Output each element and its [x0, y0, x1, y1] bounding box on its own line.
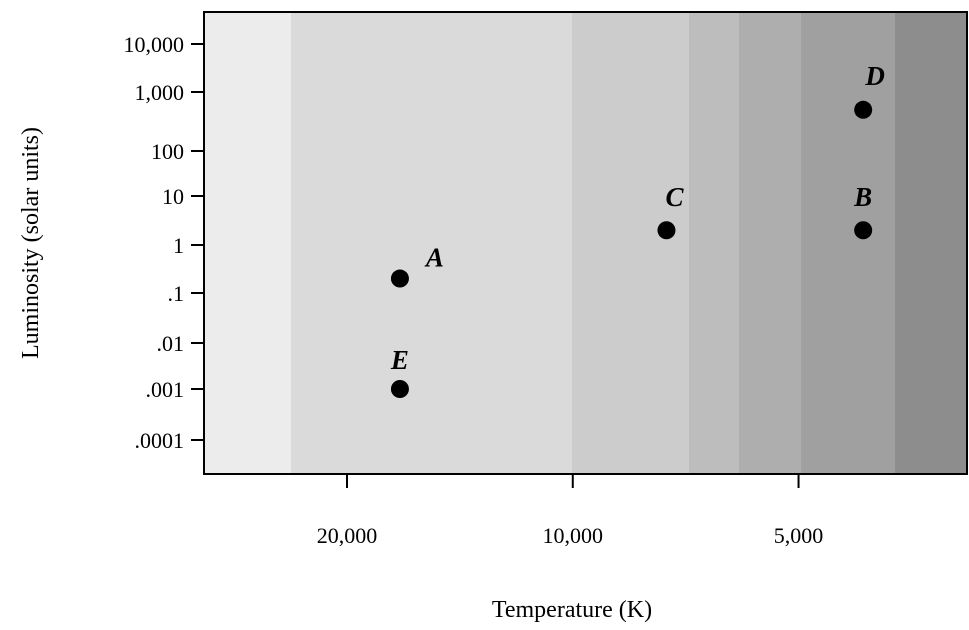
y-tick-label: .1 [168, 281, 185, 306]
y-tick-label: .001 [146, 377, 185, 402]
band-4 [689, 12, 739, 474]
point-a [390, 269, 409, 288]
band-2 [291, 12, 572, 474]
point-e [390, 380, 409, 398]
temperature-color-bands [204, 12, 967, 474]
y-tick-label: 100 [151, 139, 184, 164]
data-points: A B C D E [390, 61, 885, 398]
y-tick-label: 1 [173, 233, 184, 258]
y-tick-label: .01 [157, 331, 185, 356]
y-tick-label: 10 [162, 184, 184, 209]
point-c [657, 221, 676, 240]
x-tick-label: 20,000 [317, 523, 378, 548]
y-axis-title: Luminosity (solar units) [18, 127, 44, 359]
point-label-a: A [424, 243, 444, 273]
plot-frame [203, 11, 968, 475]
band-5 [739, 12, 801, 474]
y-axis: 10,000 1,000 100 10 1 .1 .01 .001 .0001 [124, 32, 204, 453]
x-axis: 20,000 10,000 5,000 [317, 474, 824, 548]
point-label-c: C [665, 182, 684, 212]
y-tick-label: .0001 [135, 428, 185, 453]
y-tick-label: 10,000 [124, 32, 185, 57]
x-tick-label: 10,000 [543, 523, 604, 548]
point-label-d: D [864, 61, 885, 91]
point-label-b: B [853, 182, 872, 212]
band-3 [572, 12, 689, 474]
band-6 [801, 12, 895, 474]
y-tick-label: 1,000 [135, 80, 185, 105]
point-b [854, 221, 873, 240]
x-axis-title: Temperature (K) [492, 597, 652, 623]
x-tick-label: 5,000 [774, 523, 824, 548]
point-d [854, 100, 873, 119]
band-7 [895, 12, 967, 474]
band-1 [204, 12, 291, 474]
point-label-e: E [390, 345, 409, 375]
